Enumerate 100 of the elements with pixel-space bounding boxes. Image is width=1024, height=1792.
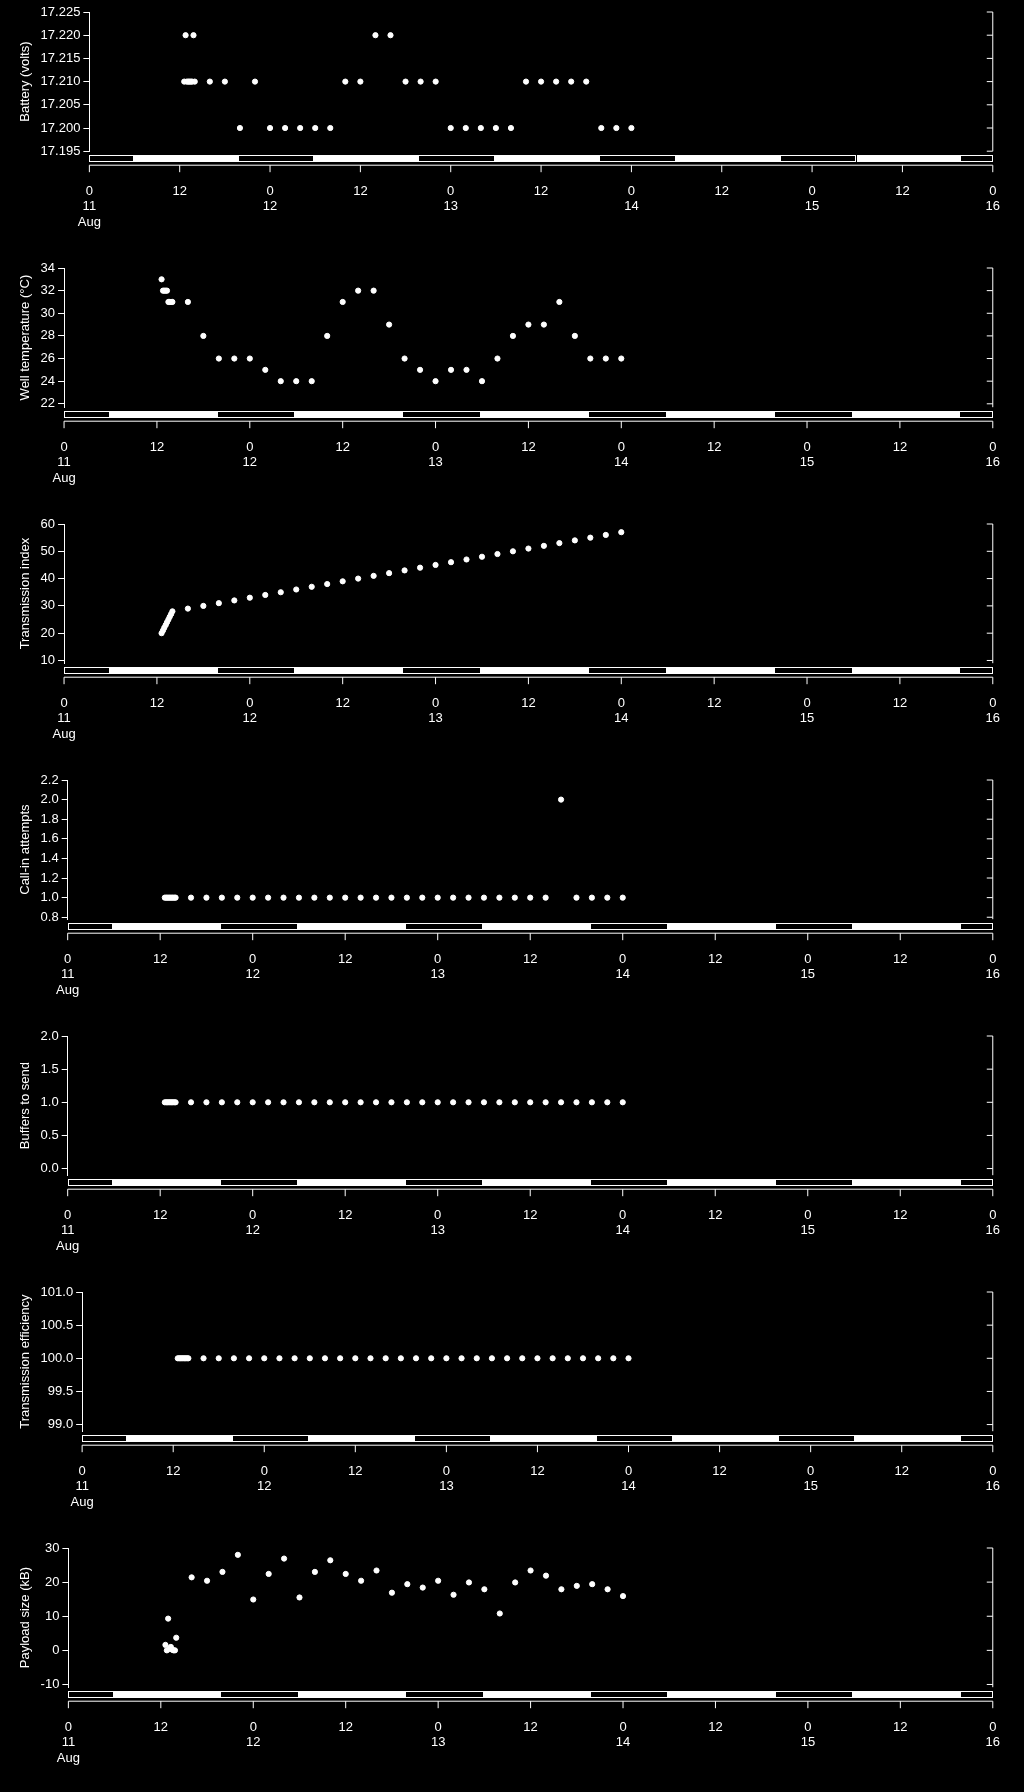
x-tick-label: 0 13 [428, 438, 443, 470]
x-tick-label: 0 15 [800, 1718, 816, 1750]
y-tick-label: 1.0 [40, 889, 59, 905]
x-tick-label: 0 15 [799, 694, 815, 726]
x-tick-label: 12 [893, 1718, 908, 1734]
y-tick-label: 17.225 [40, 3, 81, 19]
y-tick-label: 100.5 [40, 1316, 74, 1332]
x-tick-label: 0 11 Aug [56, 950, 80, 997]
y-axis-title: Buffers to send [17, 1061, 33, 1150]
x-tick-label: 0 14 [624, 182, 639, 214]
x-tick-label: 0 14 [614, 438, 629, 470]
x-tick-label: 0 13 [443, 182, 458, 214]
y-tick-label: 99.0 [47, 1416, 74, 1432]
x-tick-label: 12 [533, 182, 549, 198]
x-tick-label: 12 [714, 182, 729, 198]
x-tick-label: 12 [149, 694, 165, 710]
x-tick-label: 12 [335, 438, 350, 454]
x-tick-label: 12 [712, 1462, 727, 1478]
x-tick-label: 0 13 [439, 1462, 454, 1494]
y-tick-label: 2.0 [40, 1027, 59, 1043]
y-axis-title: Call-in attempts [17, 803, 33, 895]
x-tick-label: 0 12 [257, 1462, 272, 1494]
y-tick-label: 26 [40, 350, 56, 366]
x-tick-label: 12 [338, 1718, 353, 1734]
y-tick-label: 20 [44, 1573, 60, 1589]
y-tick-label: 1.4 [40, 850, 59, 865]
y-tick-label: 1.8 [40, 810, 59, 826]
x-tick-label: 0 16 [985, 1718, 1000, 1750]
y-axis-title: Transmission efficiency [17, 1293, 33, 1429]
x-tick-label: 0 13 [430, 1718, 446, 1750]
x-tick-label: 0 15 [804, 182, 820, 214]
y-tick-label: 99.5 [47, 1383, 74, 1399]
x-tick-label: 0 11 Aug [77, 182, 101, 229]
y-tick-label: 10 [44, 1607, 60, 1623]
x-tick-label: 12 [335, 694, 350, 710]
x-tick-label: 0 14 [615, 1206, 630, 1238]
y-tick-label: 24 [40, 372, 56, 388]
x-tick-label: 0 16 [985, 182, 1000, 214]
y-tick-label: 1.2 [40, 869, 59, 885]
x-tick-label: 0 16 [985, 1462, 1000, 1494]
y-tick-label: 17.215 [40, 49, 81, 65]
y-axis-title: Well temperature (°C) [17, 274, 33, 401]
x-tick-label: 12 [521, 694, 536, 710]
y-tick-label: 30 [40, 304, 56, 320]
x-tick-label: 12 [706, 438, 722, 454]
x-tick-label: 0 13 [430, 1206, 445, 1238]
x-tick-label: 12 [893, 950, 908, 966]
y-tick-label: 40 [40, 570, 56, 586]
y-tick-label: 17.210 [40, 73, 81, 89]
x-tick-label: 12 [337, 950, 353, 966]
x-tick-label: 0 14 [621, 1462, 636, 1494]
x-tick-label: 0 16 [985, 950, 1000, 982]
y-tick-label: 28 [40, 327, 56, 343]
x-tick-label: 0 16 [985, 438, 1000, 470]
x-tick-label: 0 15 [803, 1462, 818, 1494]
x-tick-label: 12 [894, 1462, 909, 1478]
y-tick-label: 2.2 [40, 771, 59, 787]
y-tick-label: 1.5 [40, 1060, 59, 1076]
x-tick-label: 12 [895, 182, 910, 198]
x-tick-label: 0 12 [246, 1718, 261, 1750]
y-tick-label: 34 [40, 259, 56, 275]
x-tick-label: 0 12 [242, 694, 258, 726]
x-tick-label: 12 [348, 1462, 363, 1478]
x-tick-label: 12 [353, 182, 368, 198]
x-tick-label: 12 [337, 1206, 353, 1222]
x-tick-label: 0 15 [800, 1206, 815, 1238]
x-tick-label: 12 [708, 950, 723, 966]
x-tick-label: 12 [708, 1718, 723, 1734]
x-tick-label: 0 11 Aug [52, 694, 76, 741]
x-tick-label: 0 14 [615, 950, 630, 982]
y-tick-label: 0.8 [40, 908, 59, 924]
x-tick-label: 0 15 [800, 950, 815, 982]
y-tick-label: 101.0 [40, 1283, 74, 1299]
y-axis-title: Payload size (kB) [17, 1567, 33, 1669]
x-tick-label: 12 [522, 1206, 538, 1222]
x-tick-label: 0 11 Aug [56, 1718, 80, 1765]
x-tick-label: 12 [523, 1718, 538, 1734]
y-tick-label: 17.220 [40, 26, 81, 42]
x-tick-label: 12 [521, 438, 536, 454]
x-tick-label: 0 11 Aug [56, 1206, 80, 1253]
y-tick-label: 20 [40, 624, 56, 640]
x-tick-label: 0 16 [985, 1206, 1000, 1238]
y-tick-label: 1.0 [40, 1093, 59, 1109]
x-tick-label: 12 [152, 950, 168, 966]
y-tick-label: 50 [40, 542, 56, 558]
y-tick-label: 17.200 [40, 119, 81, 135]
x-tick-label: 0 13 [430, 950, 445, 982]
y-tick-label: 10 [40, 652, 56, 668]
x-tick-label: 0 13 [428, 694, 443, 726]
x-tick-label: 12 [892, 438, 908, 454]
x-tick-label: 12 [152, 1206, 168, 1222]
y-tick-label: 22 [40, 395, 56, 411]
x-tick-label: 12 [522, 950, 538, 966]
x-tick-label: 0 11 Aug [52, 438, 76, 485]
x-tick-label: 0 14 [614, 694, 629, 726]
y-tick-label: 17.205 [40, 96, 81, 112]
x-tick-label: 12 [172, 182, 187, 198]
y-tick-label: -10 [40, 1676, 60, 1692]
y-tick-label: 32 [40, 282, 56, 298]
y-tick-label: 100.0 [40, 1349, 74, 1365]
